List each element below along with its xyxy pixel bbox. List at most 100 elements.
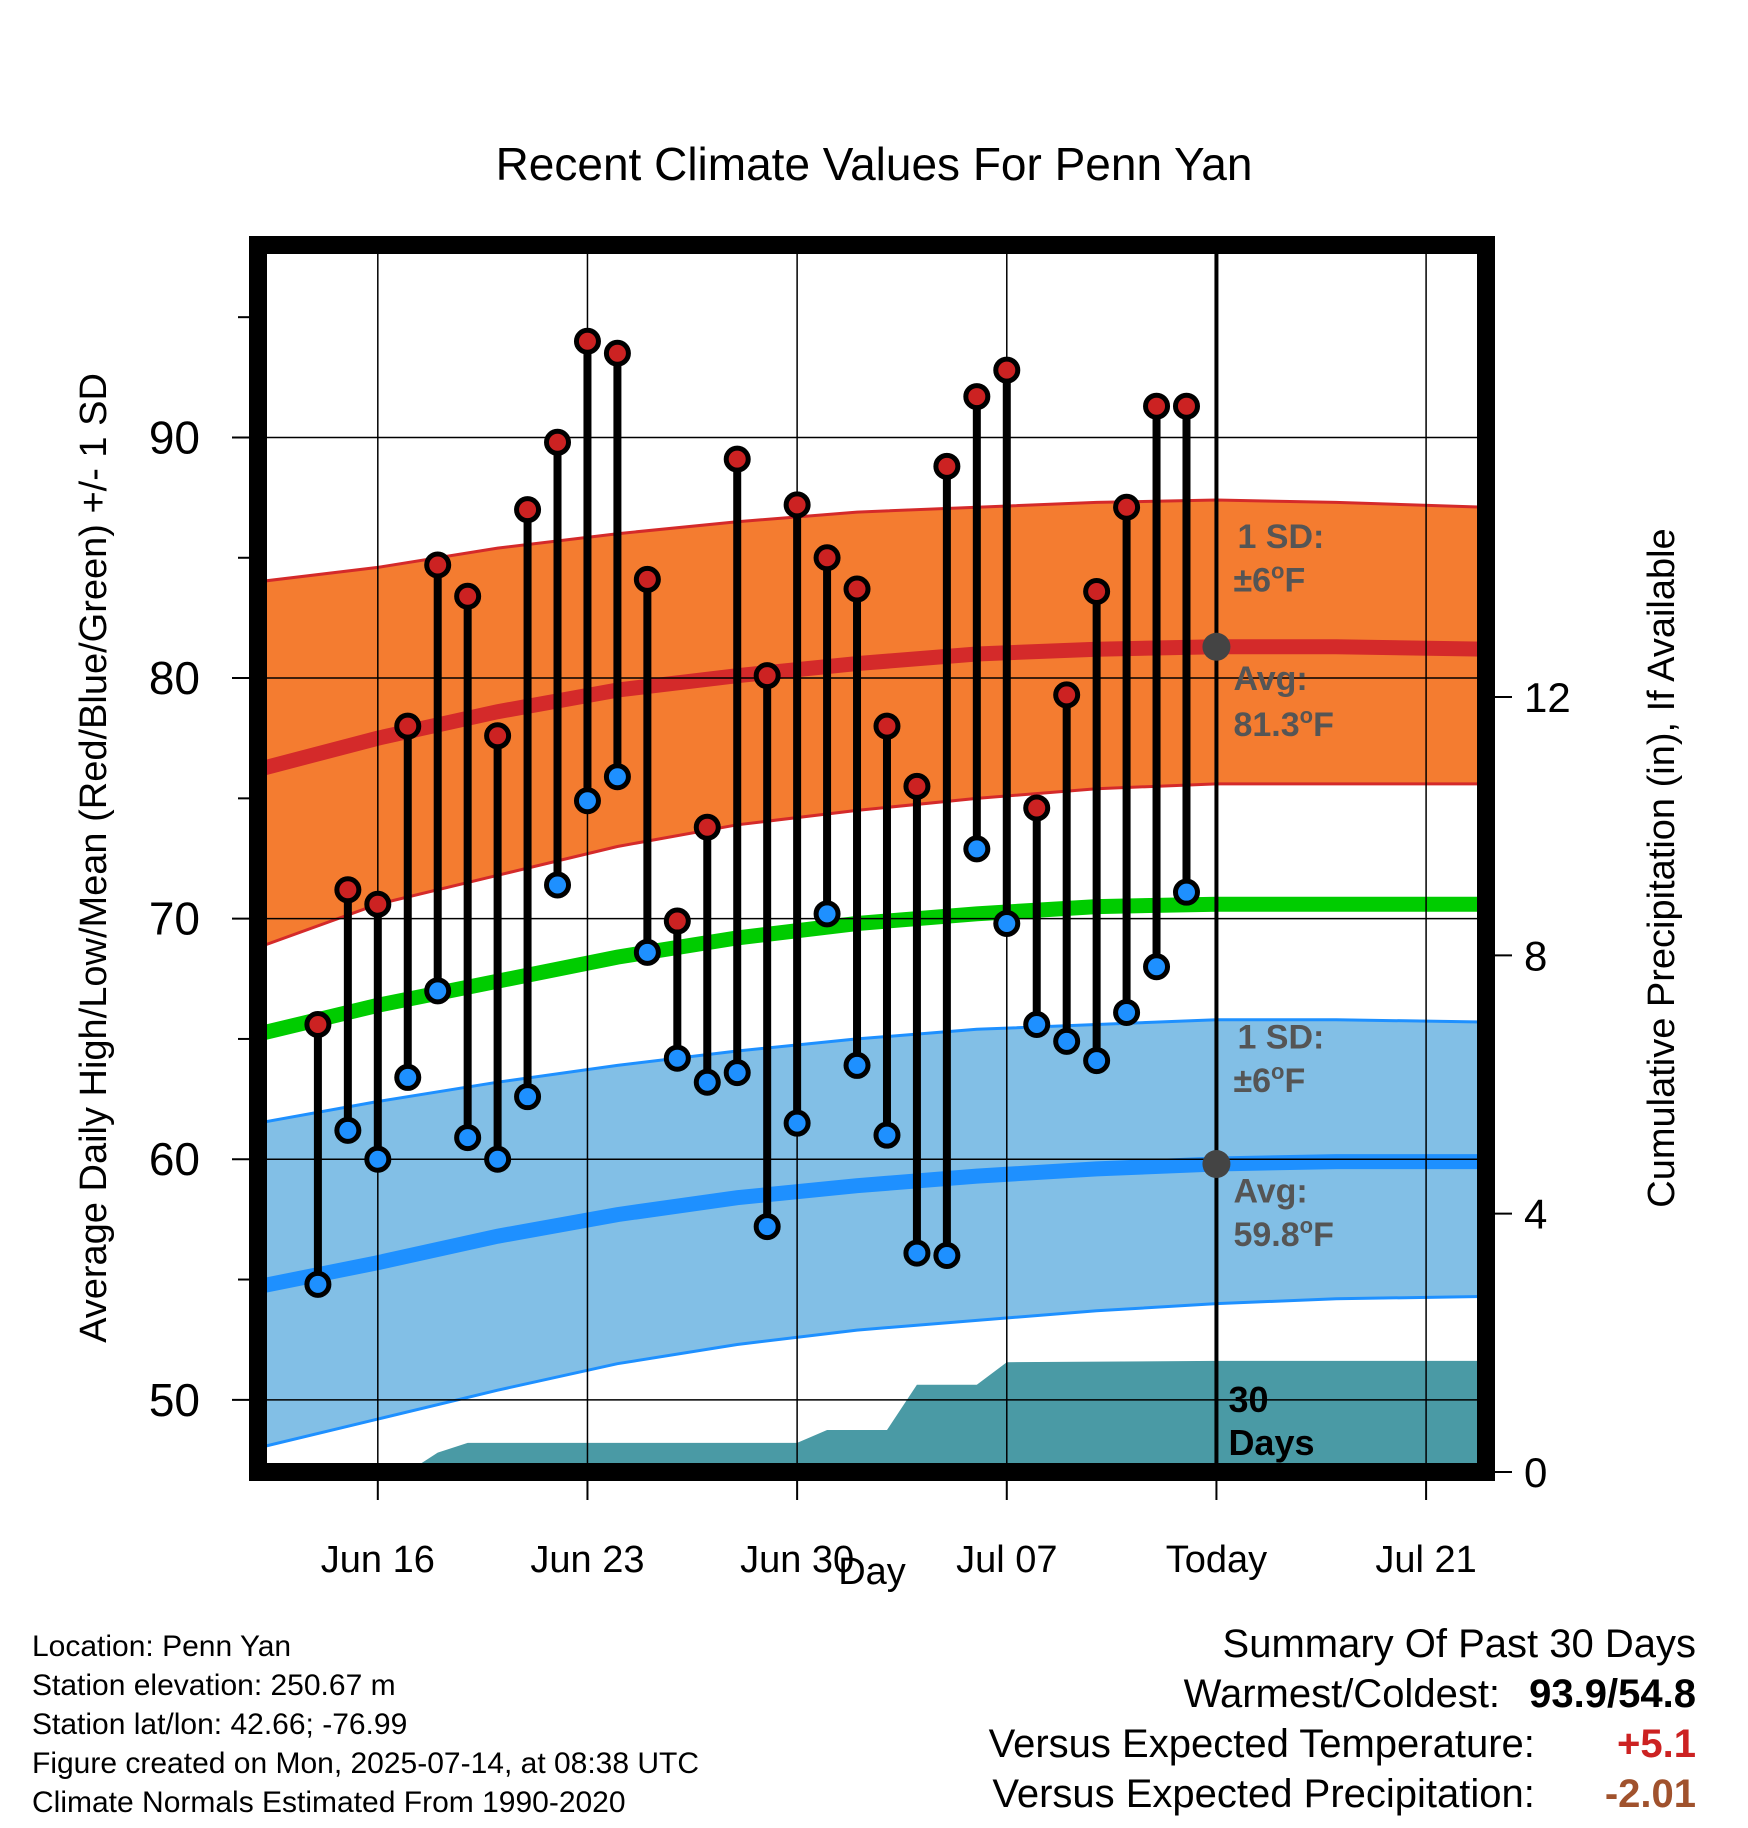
daily-high-point (603, 339, 631, 367)
low-sd-band (262, 1019, 1482, 1447)
daily-high-point (993, 356, 1021, 384)
daily-low-point (1053, 1027, 1081, 1055)
footer-normals: Climate Normals Estimated From 1990-2020 (32, 1786, 626, 1819)
daily-high-point (873, 712, 901, 740)
x-tick-label: Jul 07 (956, 1539, 1057, 1581)
y-tick-label: 60 (149, 1133, 200, 1185)
daily-low-point (753, 1213, 781, 1241)
high-sd-upper-edge (262, 498, 1482, 583)
daily-high-point (663, 907, 691, 935)
daily-low-point (1083, 1047, 1111, 1075)
summary-warmest-coldest: Warmest/Coldest: 93.9/54.8 (1184, 1672, 1696, 1717)
daily-high-point (753, 662, 781, 690)
daily-high-point (454, 582, 482, 610)
daily-low-point (1113, 998, 1141, 1026)
low-sd-value: ±6oF (1233, 1059, 1305, 1100)
y2-tick-label: 4 (1524, 1191, 1547, 1238)
daily-high-point (544, 428, 572, 456)
daily-low-point (963, 835, 991, 863)
daily-low-point (364, 1145, 392, 1173)
daily-low-point (1172, 878, 1200, 906)
y-tick-label: 50 (149, 1374, 200, 1426)
daily-high-point (1172, 392, 1200, 420)
daily-low-point (843, 1051, 871, 1079)
daily-high-point (424, 551, 452, 579)
summary-temperature: Versus Expected Temperature: +5.1 (989, 1722, 1696, 1767)
daily-high-point (903, 772, 931, 800)
high-sd-label: 1 SD: (1237, 518, 1324, 556)
chart-title: Recent Climate Values For Penn Yan (496, 138, 1253, 190)
low-average-line (262, 1154, 1482, 1294)
x-tick-label: Jul 21 (1375, 1539, 1476, 1581)
daily-low-point (813, 900, 841, 928)
summary-title: Summary Of Past 30 Days (1222, 1622, 1696, 1666)
daily-high-point (723, 445, 751, 473)
x-axis-label: Day (838, 1551, 906, 1593)
daily-low-point (484, 1145, 512, 1173)
summary-precipitation: Versus Expected Precipitation: -2.01 (992, 1772, 1696, 1817)
daily-high-point (813, 544, 841, 572)
high-sd-value: ±6oF (1233, 558, 1305, 599)
x-tick-label: Today (1166, 1539, 1267, 1581)
low-average-label: Avg: (1233, 1173, 1307, 1211)
x-tick-label: Jun 23 (530, 1539, 644, 1581)
footer-elevation: Station elevation: 250.67 m (32, 1669, 396, 1702)
low-average-value: 59.8oF (1233, 1213, 1333, 1254)
high-average-label: Avg: (1233, 660, 1307, 698)
daily-high-point (1053, 681, 1081, 709)
temperature-anomaly-value: +5.1 (1617, 1722, 1696, 1766)
daily-high-point (394, 712, 422, 740)
low-sd-label: 1 SD: (1237, 1019, 1324, 1057)
daily-low-point (1143, 953, 1171, 981)
axes: Jun 16 Jun 23 Jun 30 Jul 07 Today Jul 21 50 60 7… (149, 316, 1571, 1581)
daily-high-point (304, 1011, 332, 1039)
daily-high-point (1023, 794, 1051, 822)
daily-low-point (334, 1116, 362, 1144)
high-sd-band (262, 500, 1482, 947)
daily-low-point (544, 871, 572, 899)
daily-low-point (603, 763, 631, 791)
climate-chart: Recent Climate Values For Penn Yan 1 SD:… (73, 138, 1683, 1593)
y2-tick-label: 8 (1524, 932, 1547, 979)
daily-low-point (304, 1270, 332, 1298)
daily-high-point (783, 491, 811, 519)
daily-low-point (663, 1044, 691, 1072)
daily-low-point (723, 1059, 751, 1087)
warmest-coldest-value: 93.9/54.8 (1529, 1672, 1696, 1716)
daily-high-point (1083, 577, 1111, 605)
y-tick-label: 70 (149, 893, 200, 945)
daily-low-point (903, 1239, 931, 1267)
daily-high-point (843, 575, 871, 603)
mean-average-line (262, 896, 1482, 1041)
y2-axis-label: Cumulative Precipitation (in), If Availa… (1641, 528, 1683, 1207)
daily-low-point (783, 1109, 811, 1137)
y2-tick-label: 12 (1524, 674, 1571, 721)
footer-latlon: Station lat/lon: 42.66; -76.99 (32, 1708, 408, 1741)
daily-low-point (933, 1241, 961, 1269)
daily-high-point (1143, 392, 1171, 420)
daily-high-point (963, 383, 991, 411)
daily-high-point (364, 890, 392, 918)
footer-created: Figure created on Mon, 2025-07-14, at 08… (32, 1747, 700, 1780)
footer-location: Location: Penn Yan (32, 1630, 292, 1663)
daily-high-point (933, 452, 961, 480)
daily-low-point (394, 1063, 422, 1091)
days-count-label: 30 (1228, 1379, 1268, 1420)
daily-low-point (514, 1083, 542, 1111)
y2-tick-label: 0 (1524, 1449, 1547, 1496)
daily-low-point (993, 909, 1021, 937)
y-tick-label: 80 (149, 652, 200, 704)
daily-low-point (693, 1068, 721, 1096)
temperature-label: Versus Expected Temperature: (988, 1722, 1535, 1766)
daily-high-point (633, 565, 661, 593)
today-low-average-marker (1202, 1150, 1231, 1179)
daily-low-point (873, 1121, 901, 1149)
warmest-coldest-label: Warmest/Coldest: (1183, 1672, 1501, 1716)
precipitation-label: Versus Expected Precipitation: (992, 1772, 1535, 1816)
daily-low-point (1023, 1011, 1051, 1039)
daily-high-point (334, 876, 362, 904)
daily-high-point (573, 327, 601, 355)
daily-low-point (454, 1124, 482, 1152)
daily-high-point (693, 813, 721, 841)
